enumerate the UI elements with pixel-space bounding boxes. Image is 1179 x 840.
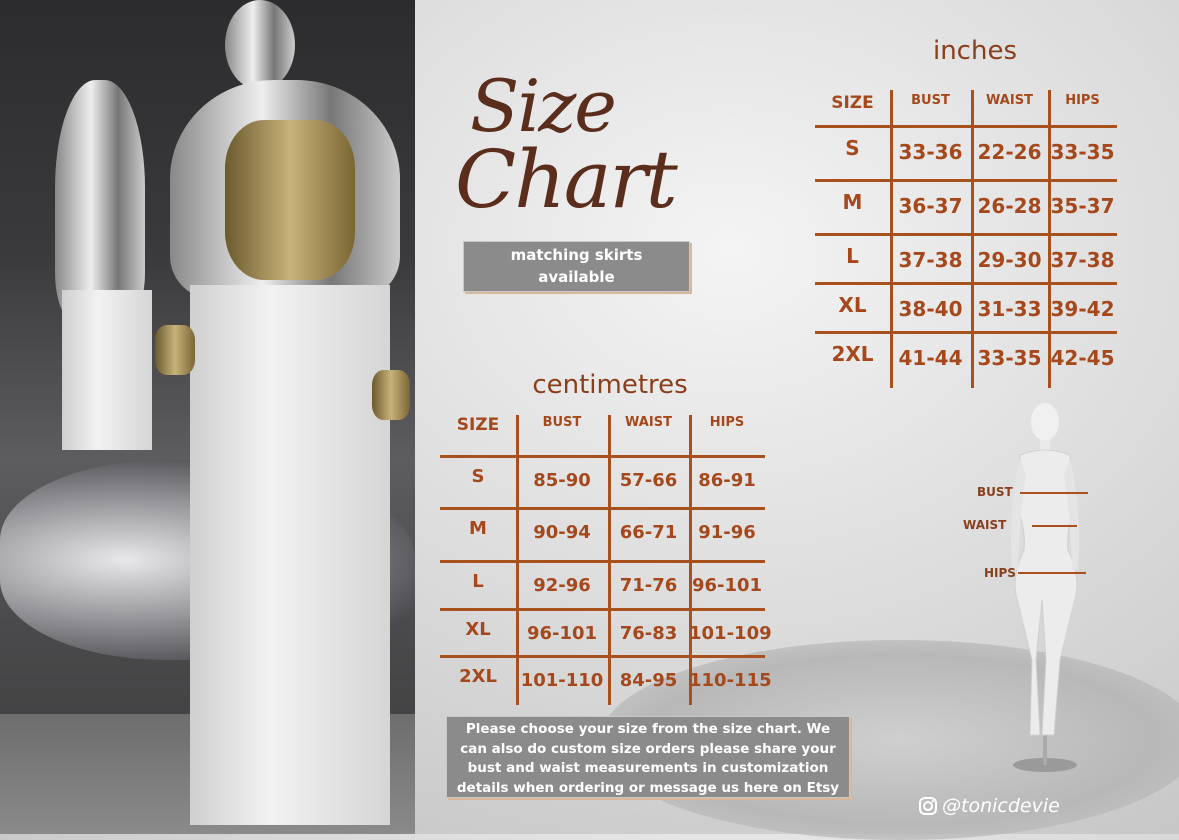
hips-line <box>1018 572 1086 574</box>
column-header-hips: HIPS <box>709 415 745 430</box>
size-label: M <box>469 518 487 539</box>
matching-skirts-badge: matching skirts available <box>463 241 690 292</box>
column-header-size: SIZE <box>456 415 500 435</box>
bust-label: BUST <box>977 485 1013 499</box>
measurement-cell: 33-35 <box>977 346 1042 370</box>
measurement-cell: 101-110 <box>520 670 604 691</box>
column-header-size: SIZE <box>831 93 874 113</box>
inches-title: inches <box>932 36 1018 66</box>
centimetres-title: centimetres <box>532 370 688 400</box>
background-mannequin <box>55 80 145 320</box>
row-divider <box>440 655 765 658</box>
column-header-bust: BUST <box>911 93 950 108</box>
measurement-mannequin <box>1011 403 1079 772</box>
column-divider <box>689 415 692 705</box>
row-divider <box>815 282 1117 285</box>
measurement-cell: 38-40 <box>898 297 963 321</box>
hips-label: HIPS <box>984 566 1016 580</box>
measurement-cell: 66-71 <box>619 522 678 543</box>
measurement-cell: 35-37 <box>1050 194 1115 218</box>
gold-top <box>225 120 355 280</box>
measurement-cell: 57-66 <box>619 470 678 491</box>
heading-chart: Chart <box>455 133 678 226</box>
mannequin-head <box>225 0 295 90</box>
measurement-cell: 41-44 <box>898 346 963 370</box>
measurement-cell: 71-76 <box>619 575 678 596</box>
row-divider <box>440 455 765 458</box>
measurement-cell: 37-38 <box>898 248 963 272</box>
heading-size: Size <box>470 64 617 148</box>
row-divider <box>440 608 765 611</box>
bust-line <box>1020 492 1088 494</box>
waist-line <box>1032 525 1077 527</box>
measurement-cell: 96-101 <box>691 575 763 596</box>
measurement-cell: 22-26 <box>977 140 1042 164</box>
column-header-waist: WAIST <box>986 93 1033 108</box>
column-divider <box>608 415 611 705</box>
measurement-cell: 92-96 <box>533 575 591 596</box>
row-divider <box>815 331 1117 334</box>
measurement-cell: 85-90 <box>533 470 591 491</box>
measurement-cell: 84-95 <box>619 670 678 691</box>
measurement-cell: 26-28 <box>977 194 1042 218</box>
size-label: S <box>471 466 485 487</box>
column-divider <box>516 415 519 705</box>
measurement-cell: 36-37 <box>898 194 963 218</box>
instagram-handle-text: @tonicdevie <box>942 795 1060 817</box>
measurement-cell: 76-83 <box>619 623 678 644</box>
measurement-cell: 33-36 <box>898 140 963 164</box>
instagram-icon <box>919 797 937 815</box>
row-divider <box>815 125 1117 128</box>
measurement-cell: 42-45 <box>1050 346 1115 370</box>
column-divider <box>1048 90 1051 388</box>
measurement-cell: 96-101 <box>526 623 598 644</box>
size-label: XL <box>838 293 867 317</box>
size-label: L <box>472 571 484 592</box>
column-header-waist: WAIST <box>625 415 672 430</box>
column-header-hips: HIPS <box>1065 93 1100 108</box>
instagram-handle[interactable]: @tonicdevie <box>918 795 1060 817</box>
gold-cuff <box>155 325 195 375</box>
measurement-cell: 86-91 <box>698 470 756 491</box>
size-label: XL <box>465 619 491 640</box>
measurement-cell: 33-35 <box>1050 140 1115 164</box>
gold-cuff <box>372 370 410 420</box>
measurement-cell: 101-109 <box>689 623 772 644</box>
background-skirt <box>62 290 152 450</box>
size-label: S <box>845 136 860 160</box>
column-header-bust: BUST <box>542 415 582 430</box>
measurement-cell: 91-96 <box>698 522 756 543</box>
row-divider <box>440 507 765 510</box>
product-photo <box>0 0 415 834</box>
measurement-cell: 110-115 <box>689 670 772 691</box>
size-label: M <box>842 190 863 214</box>
size-label: 2XL <box>831 342 874 366</box>
column-divider <box>971 90 974 388</box>
measurement-cell: 31-33 <box>977 297 1042 321</box>
measurement-cell: 39-42 <box>1050 297 1115 321</box>
column-divider <box>890 90 893 388</box>
row-divider <box>815 233 1117 236</box>
measurement-cell: 90-94 <box>533 522 591 543</box>
row-divider <box>440 560 765 563</box>
measurement-cell: 37-38 <box>1050 248 1115 272</box>
row-divider <box>815 179 1117 182</box>
size-label: L <box>846 244 859 268</box>
white-skirt <box>190 285 390 825</box>
size-note: Please choose your size from the size ch… <box>446 716 850 798</box>
waist-label: WAIST <box>963 518 1007 532</box>
measurement-cell: 29-30 <box>977 248 1042 272</box>
size-label: 2XL <box>459 666 497 687</box>
